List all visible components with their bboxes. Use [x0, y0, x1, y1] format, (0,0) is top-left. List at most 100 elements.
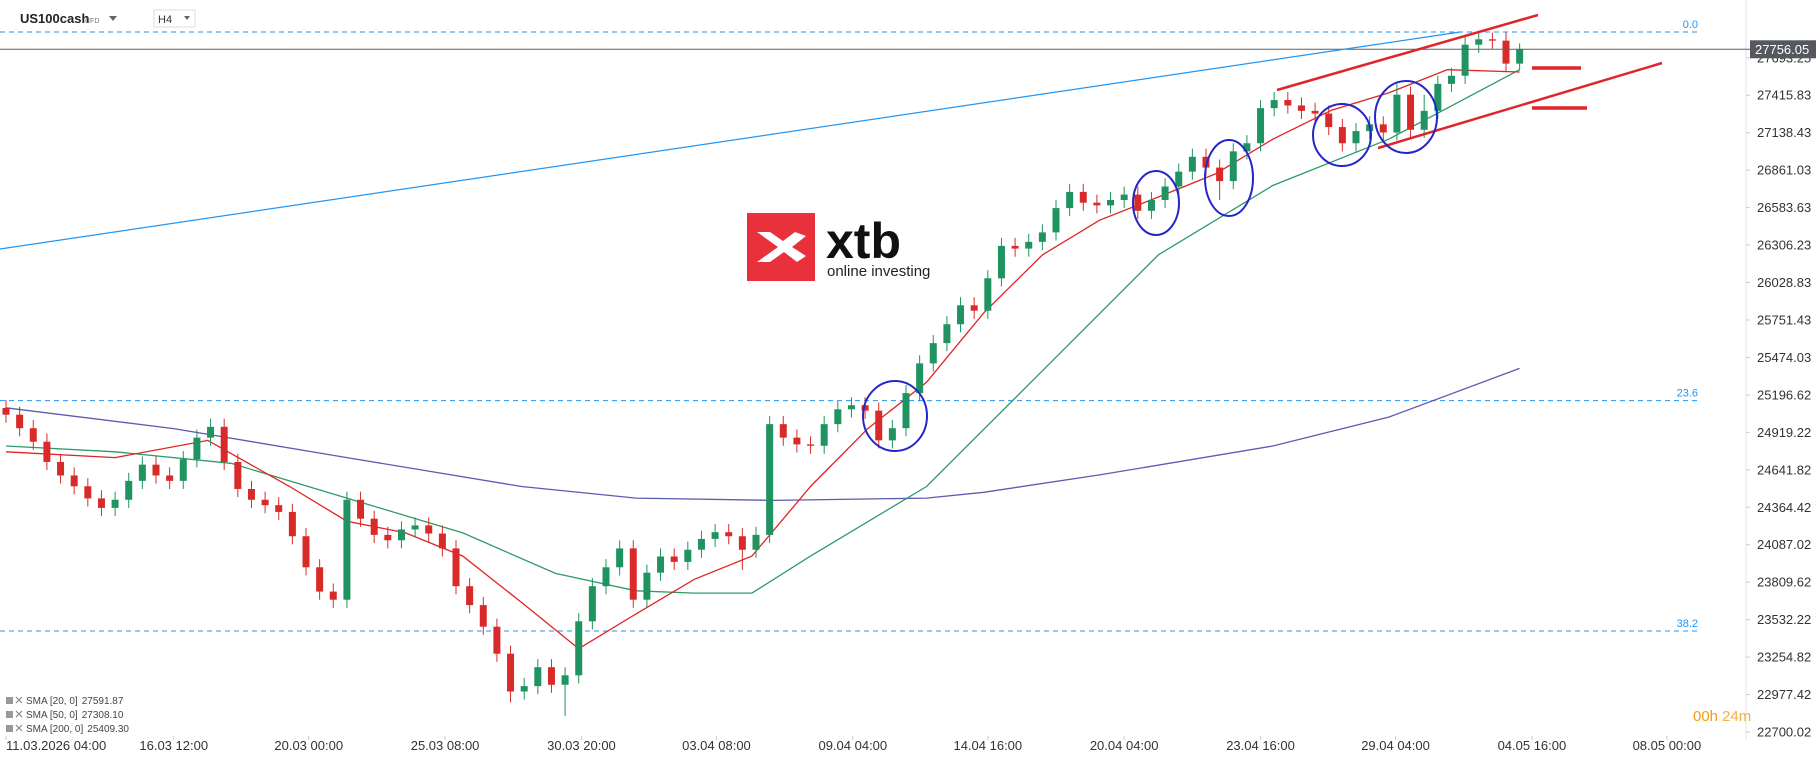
- candle-body: [479, 605, 487, 627]
- current-price-box: [1750, 40, 1816, 59]
- dropdown-arrow[interactable]: [109, 16, 117, 21]
- candle-body: [820, 424, 828, 446]
- candle-body: [1257, 108, 1265, 144]
- candle-body: [957, 305, 965, 325]
- logo-brand: xtb: [826, 213, 901, 269]
- candle-body: [916, 363, 924, 394]
- candle-body: [1243, 143, 1251, 152]
- candle-body: [520, 686, 528, 692]
- x-tick-label: 04.05 16:00: [1498, 738, 1567, 753]
- candle-body: [1516, 49, 1524, 64]
- timeframe-box[interactable]: [153, 9, 196, 28]
- candle-body: [725, 532, 733, 537]
- candle-body: [629, 548, 637, 600]
- candle-body: [111, 499, 119, 508]
- candle-body: [1420, 110, 1428, 130]
- candle-body: [766, 424, 774, 535]
- trend-line: [0, 31, 1461, 250]
- candle-body: [875, 410, 883, 441]
- channel-upper: [1276, 13, 1539, 92]
- candle-body: [1379, 124, 1387, 133]
- candle-body: [643, 572, 651, 600]
- candle-body: [384, 534, 392, 541]
- candle-body: [357, 499, 365, 519]
- candle-body: [575, 621, 583, 676]
- candle-body: [1434, 83, 1442, 111]
- candle-body: [1120, 194, 1128, 200]
- y-tick-label: 26306.23: [1757, 238, 1811, 253]
- x-tick-label: 16.03 12:00: [139, 738, 208, 753]
- candle-body: [234, 461, 242, 489]
- candle-body: [275, 505, 283, 512]
- legend-remove: [15, 710, 23, 718]
- y-tick-label: 23809.62: [1757, 575, 1811, 590]
- x-tick-label: 30.03 20:00: [547, 738, 616, 753]
- candle-body: [125, 480, 133, 500]
- candle-body: [670, 556, 678, 562]
- highlight-circle: [1374, 80, 1438, 154]
- candle-body: [247, 488, 255, 500]
- candle-body: [602, 567, 610, 587]
- legend-name: SMA [50, 0]: [26, 710, 78, 721]
- y-tick-label: 26861.03: [1757, 163, 1811, 178]
- y-tick-label: 27415.83: [1757, 88, 1811, 103]
- candle-body: [466, 586, 474, 606]
- candle-body: [452, 548, 460, 587]
- candle-body: [166, 475, 174, 481]
- y-tick-label: 24087.02: [1757, 537, 1811, 552]
- annotations: [0, 13, 1663, 452]
- candle-body: [16, 414, 24, 429]
- legend-name: SMA [200, 0]: [26, 724, 83, 735]
- legend-icon: [6, 725, 13, 732]
- candle-body: [2, 407, 10, 415]
- candle-body: [684, 549, 692, 562]
- candle-body: [193, 437, 201, 460]
- candle-body: [1407, 94, 1415, 130]
- y-tick-label: 26583.63: [1757, 200, 1811, 215]
- candle-body: [1066, 191, 1074, 209]
- candle-body: [616, 548, 624, 568]
- y-tick-label: 23532.22: [1757, 612, 1811, 627]
- legend-remove: [15, 696, 23, 704]
- candle-body: [1052, 208, 1060, 233]
- x-tick-label: 23.04 16:00: [1226, 738, 1295, 753]
- candle-body: [1147, 199, 1155, 211]
- candle-body: [438, 533, 446, 549]
- plot-area: 22700.02 22977.42 23254.82 23532.22 23809.62…: [0, 19, 1816, 753]
- candle-body: [397, 529, 405, 541]
- candle-body: [84, 486, 92, 499]
- candle-body: [1393, 94, 1401, 133]
- dropdown-arrow[interactable]: [184, 16, 190, 20]
- candle-body: [588, 586, 596, 622]
- candle-body: [425, 525, 433, 534]
- candle-body: [997, 245, 1005, 279]
- candle-body: [929, 343, 937, 364]
- candle-body: [1093, 202, 1101, 206]
- candle-body: [1188, 156, 1196, 172]
- y-tick-label: 24919.22: [1757, 425, 1811, 440]
- candle-body: [370, 518, 378, 535]
- candle-body: [1461, 44, 1469, 76]
- x-tick-label: 25.03 08:00: [411, 738, 480, 753]
- candle-body: [343, 499, 351, 600]
- candle-body: [1297, 105, 1305, 111]
- highlight-circle: [1204, 139, 1254, 217]
- sma-line: [5, 367, 1520, 502]
- candle-body: [179, 459, 187, 481]
- candle-body: [1038, 232, 1046, 242]
- candle-body: [1270, 100, 1278, 109]
- symbol[interactable]: US100cash: [20, 11, 89, 26]
- candle-body: [847, 405, 855, 410]
- candle-body: [1202, 156, 1210, 168]
- candle-body: [1011, 245, 1019, 249]
- timeframe[interactable]: H4: [158, 14, 172, 26]
- candle-body: [1311, 110, 1319, 114]
- x-tick-label: 03.04 08:00: [682, 738, 751, 753]
- y-tick-label: 23254.82: [1757, 650, 1811, 665]
- candle-body: [1352, 131, 1360, 144]
- candle-body: [561, 675, 569, 685]
- candle-body: [43, 441, 51, 462]
- countdown-hours: 00h: [1693, 708, 1718, 725]
